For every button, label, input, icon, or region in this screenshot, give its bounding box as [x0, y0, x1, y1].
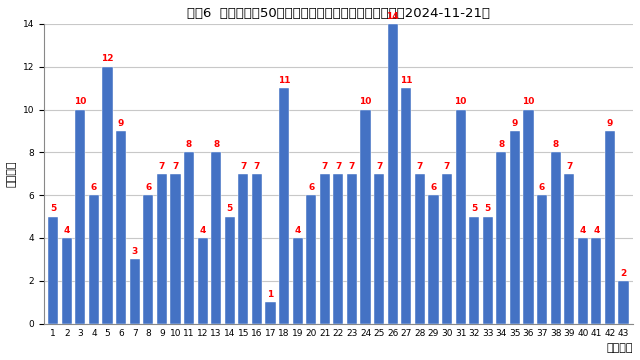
Bar	[618, 281, 628, 324]
Text: 7: 7	[159, 162, 165, 171]
Text: 4: 4	[580, 226, 586, 235]
Text: 7: 7	[444, 162, 450, 171]
Text: 9: 9	[607, 119, 613, 128]
Bar	[401, 88, 412, 324]
Bar	[143, 195, 154, 324]
Bar	[496, 152, 506, 324]
X-axis label: 出現数字: 出現数字	[607, 343, 633, 353]
Text: 7: 7	[240, 162, 246, 171]
Text: 10: 10	[522, 97, 534, 106]
Bar	[170, 174, 180, 324]
Bar	[591, 238, 602, 324]
Bar	[415, 174, 425, 324]
Text: 9: 9	[118, 119, 124, 128]
Text: 10: 10	[74, 97, 86, 106]
Bar	[374, 174, 384, 324]
Text: 7: 7	[322, 162, 328, 171]
Bar	[225, 217, 235, 324]
Bar	[469, 217, 479, 324]
Text: 4: 4	[63, 226, 70, 235]
Text: 4: 4	[593, 226, 600, 235]
Bar	[428, 195, 438, 324]
Bar	[306, 195, 316, 324]
Bar	[76, 109, 86, 324]
Text: 1: 1	[268, 290, 274, 299]
Text: 7: 7	[349, 162, 355, 171]
Text: 11: 11	[278, 76, 291, 85]
Text: 7: 7	[417, 162, 423, 171]
Bar	[116, 131, 126, 324]
Text: 7: 7	[376, 162, 382, 171]
Bar	[211, 152, 221, 324]
Bar	[537, 195, 547, 324]
Bar	[442, 174, 452, 324]
Bar	[456, 109, 466, 324]
Bar	[61, 238, 72, 324]
Bar	[184, 152, 194, 324]
Bar	[564, 174, 574, 324]
Bar	[238, 174, 248, 324]
Text: 3: 3	[132, 247, 138, 256]
Text: 8: 8	[552, 140, 559, 149]
Text: 4: 4	[294, 226, 301, 235]
Bar	[279, 88, 289, 324]
Bar	[102, 67, 113, 324]
Bar	[89, 195, 99, 324]
Bar	[388, 24, 398, 324]
Text: 7: 7	[253, 162, 260, 171]
Text: 8: 8	[186, 140, 192, 149]
Bar	[266, 302, 276, 324]
Text: 9: 9	[512, 119, 518, 128]
Y-axis label: 出現回数: 出現回数	[7, 161, 17, 187]
Bar	[157, 174, 167, 324]
Bar	[483, 217, 493, 324]
Text: 7: 7	[172, 162, 179, 171]
Text: 7: 7	[566, 162, 572, 171]
Text: 7: 7	[335, 162, 342, 171]
Bar	[347, 174, 357, 324]
Text: 2: 2	[620, 269, 627, 278]
Text: 14: 14	[387, 12, 399, 21]
Bar	[48, 217, 58, 324]
Bar	[320, 174, 330, 324]
Bar	[510, 131, 520, 324]
Text: 5: 5	[50, 204, 56, 213]
Text: 6: 6	[539, 183, 545, 192]
Bar	[130, 260, 140, 324]
Text: 6: 6	[91, 183, 97, 192]
Bar	[360, 109, 371, 324]
Bar	[605, 131, 615, 324]
Text: 5: 5	[484, 204, 491, 213]
Bar	[550, 152, 561, 324]
Text: 5: 5	[471, 204, 477, 213]
Text: 6: 6	[145, 183, 152, 192]
Bar	[333, 174, 344, 324]
Text: 4: 4	[200, 226, 206, 235]
Text: 10: 10	[359, 97, 372, 106]
Title: ロト6  赤口の直近50回の出現数字と回数（最終抽選日：2024-11-21）: ロト6 赤口の直近50回の出現数字と回数（最終抽選日：2024-11-21）	[187, 7, 490, 20]
Bar	[198, 238, 208, 324]
Text: 5: 5	[227, 204, 233, 213]
Text: 8: 8	[498, 140, 504, 149]
Bar	[252, 174, 262, 324]
Text: 6: 6	[308, 183, 314, 192]
Text: 12: 12	[101, 54, 114, 63]
Text: 8: 8	[213, 140, 220, 149]
Bar	[524, 109, 534, 324]
Text: 11: 11	[400, 76, 413, 85]
Bar	[292, 238, 303, 324]
Bar	[578, 238, 588, 324]
Text: 10: 10	[454, 97, 467, 106]
Text: 6: 6	[430, 183, 436, 192]
